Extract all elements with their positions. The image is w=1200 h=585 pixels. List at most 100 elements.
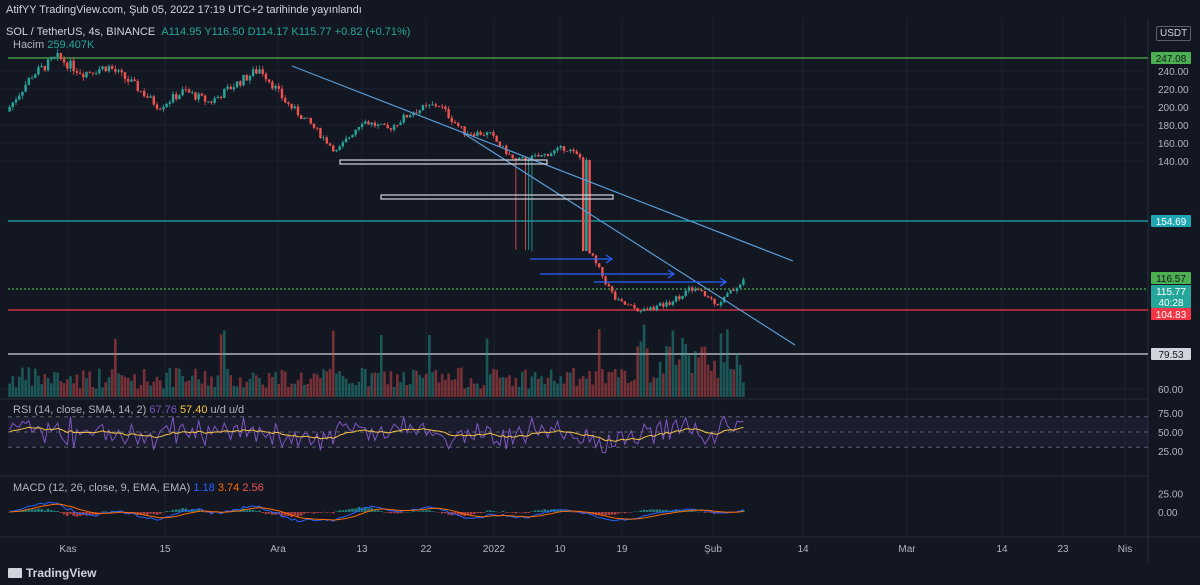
macd-legend[interactable]: MACD (12, 26, close, 9, EMA, EMA) 1.18 3… <box>13 482 264 494</box>
volume-bar <box>530 376 534 397</box>
candle-body <box>447 109 450 118</box>
volume-bar <box>264 387 268 397</box>
volume-bar <box>139 384 143 397</box>
volume-bar <box>261 384 265 397</box>
candle-body <box>290 103 293 109</box>
macd-histogram-bar <box>360 507 364 512</box>
candle-body <box>255 69 258 74</box>
candle-body <box>101 66 104 70</box>
macd-histogram-bar <box>351 508 354 512</box>
macd-histogram-bar <box>665 509 668 512</box>
candle-body <box>671 301 675 305</box>
volume-bar <box>120 375 124 397</box>
candle-body <box>418 110 421 114</box>
volume-bar <box>440 373 444 397</box>
volume-bar <box>476 383 479 397</box>
macd-histogram-bar <box>652 509 655 512</box>
price-tick-label: 60.00 <box>1158 385 1183 396</box>
candle-body <box>75 71 79 73</box>
candle-body <box>171 94 175 103</box>
volume-bar <box>174 367 178 397</box>
macd-histogram-bar <box>492 510 495 512</box>
macd-histogram-bar <box>572 512 575 513</box>
volume-bar <box>585 378 588 397</box>
candle-body <box>46 59 50 71</box>
volume-bar <box>357 381 361 397</box>
volume-bar <box>283 371 287 397</box>
candle-body <box>335 149 338 152</box>
projection-arrow-head <box>667 269 676 279</box>
volume-bar <box>178 368 181 397</box>
macd-histogram-bar <box>597 512 601 516</box>
volume-bar <box>344 378 348 397</box>
volume-bar <box>91 387 95 397</box>
macd-histogram-bar <box>517 512 521 513</box>
candle-body <box>412 112 415 116</box>
macd-histogram-bar <box>655 509 659 512</box>
volume-bar <box>501 377 505 397</box>
candle-body <box>351 134 354 138</box>
volume-bar <box>729 369 732 397</box>
candle-body <box>136 81 139 91</box>
macd-tick-label: 25.00 <box>1158 489 1183 500</box>
volume-legend[interactable]: Hacim 259.407K <box>13 39 95 51</box>
volume-bar <box>82 370 85 397</box>
macd-histogram-bar <box>623 512 627 514</box>
volume-bar <box>726 329 729 397</box>
time-tick-label: Mar <box>898 544 916 555</box>
candle-body <box>726 293 729 297</box>
volume-bar <box>130 380 133 397</box>
candle-body <box>216 96 220 99</box>
rsi-legend[interactable]: RSI (14, close, SMA, 14, 2) 67.76 57.40 … <box>13 404 245 416</box>
candle-body <box>556 147 559 151</box>
volume-bar <box>101 387 104 397</box>
currency-button[interactable]: USDT <box>1156 26 1192 41</box>
volume-bar <box>495 369 498 397</box>
macd-histogram-bar <box>251 509 255 512</box>
macd-histogram-bar <box>469 512 473 515</box>
volume-bar <box>271 376 274 397</box>
candle-body <box>453 121 457 124</box>
candle-body <box>415 112 418 114</box>
candle-body <box>386 124 389 129</box>
macd-histogram-bar <box>604 512 607 516</box>
candle-body <box>258 69 261 74</box>
symbol-legend[interactable]: SOL / TetherUS, 4s, BINANCE A114.95 Y116… <box>6 26 410 38</box>
candle-body <box>476 131 479 137</box>
volume-bar <box>274 372 277 397</box>
volume-bar <box>594 371 598 397</box>
time-tick-label: 14 <box>797 544 809 555</box>
macd-histogram-bar <box>239 511 242 512</box>
volume-bar <box>347 383 351 397</box>
candle-body <box>181 89 184 96</box>
volume-bar <box>136 388 140 397</box>
macd-histogram-bar <box>293 512 297 516</box>
candle-body <box>581 157 585 252</box>
volume-bar <box>671 330 675 397</box>
macd-histogram-bar <box>703 512 707 513</box>
macd-histogram-bar <box>424 510 428 512</box>
macd-histogram-bar <box>742 510 745 512</box>
macd-histogram-bar <box>104 511 108 512</box>
volume-bar <box>226 368 229 397</box>
macd-histogram-bar <box>56 510 59 512</box>
price-badge-label: 154.69 <box>1156 217 1187 228</box>
volume-bar <box>75 374 79 397</box>
volume-bar <box>485 338 489 397</box>
candle-body <box>514 158 518 160</box>
volume-bar <box>706 364 710 397</box>
volume-bar <box>171 387 175 397</box>
macd-histogram-bar <box>72 512 75 516</box>
candle-body <box>226 86 229 89</box>
candle-body <box>408 115 412 118</box>
volume-bar <box>658 361 662 397</box>
volume-bar <box>681 338 684 397</box>
volume-bar <box>700 346 704 397</box>
candle-body <box>168 102 172 104</box>
candle-body <box>114 69 117 72</box>
candle-body <box>341 142 345 147</box>
candle-body <box>591 253 594 256</box>
candle-body <box>146 96 149 98</box>
candle-body <box>312 123 316 128</box>
